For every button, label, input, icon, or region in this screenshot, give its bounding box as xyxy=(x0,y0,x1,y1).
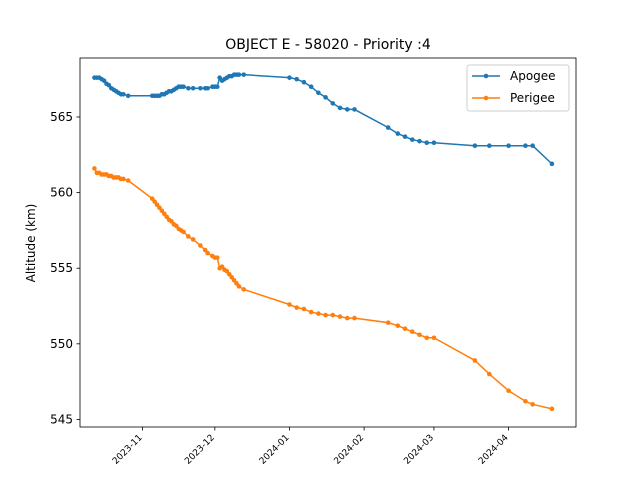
data-point xyxy=(190,85,196,91)
data-point xyxy=(241,72,247,77)
data-point xyxy=(308,84,314,90)
data-point xyxy=(472,358,478,363)
data-point xyxy=(409,137,415,142)
data-point xyxy=(287,302,292,307)
data-point xyxy=(186,234,191,239)
data-point xyxy=(236,72,242,77)
data-point xyxy=(214,255,220,260)
data-point xyxy=(205,85,210,91)
data-point xyxy=(198,243,203,248)
axes-frame xyxy=(79,57,577,428)
data-point xyxy=(241,287,247,292)
data-point xyxy=(125,178,131,183)
data-point xyxy=(487,371,492,377)
data-point xyxy=(316,311,321,316)
data-point xyxy=(417,332,422,338)
data-point xyxy=(181,229,186,235)
data-point xyxy=(549,161,555,167)
data-point xyxy=(530,402,535,407)
plot-area xyxy=(80,58,576,427)
data-point xyxy=(385,320,391,325)
data-point xyxy=(287,75,292,80)
y-tick-label: 555 xyxy=(50,261,73,275)
data-point xyxy=(294,76,300,82)
x-tick-label: 2023-11 xyxy=(111,433,145,467)
data-point xyxy=(344,107,350,112)
data-point xyxy=(337,314,343,319)
data-point xyxy=(424,335,430,341)
data-point xyxy=(323,312,328,318)
data-point xyxy=(395,323,401,328)
x-tick-label: 2024-04 xyxy=(477,433,511,467)
plot-background xyxy=(80,58,576,427)
data-point xyxy=(431,335,437,341)
data-point xyxy=(344,315,350,321)
data-point xyxy=(352,107,357,112)
data-point xyxy=(409,329,415,335)
data-point xyxy=(395,131,401,136)
legend-marker xyxy=(483,95,489,101)
series-layer xyxy=(92,72,555,412)
data-point xyxy=(337,105,343,111)
x-tick-label: 2024-01 xyxy=(258,433,292,467)
data-point xyxy=(186,85,191,91)
legend-label: Perigee xyxy=(510,91,555,105)
data-point xyxy=(523,143,528,149)
data-point xyxy=(214,84,220,90)
data-point xyxy=(125,93,131,99)
data-point xyxy=(506,388,511,394)
x-tick-label: 2023-12 xyxy=(183,433,217,467)
legend: Apogee Perigee xyxy=(466,64,570,112)
data-point xyxy=(549,406,555,412)
data-point xyxy=(431,140,437,145)
data-point xyxy=(352,315,357,321)
legend-label: Apogee xyxy=(510,69,556,83)
data-point xyxy=(308,309,314,315)
data-point xyxy=(487,143,492,149)
data-point xyxy=(506,143,511,149)
data-point xyxy=(181,84,186,90)
data-point xyxy=(330,101,336,106)
data-point xyxy=(190,237,196,242)
data-point xyxy=(301,79,307,85)
data-point xyxy=(316,90,321,96)
data-point xyxy=(301,306,307,312)
y-tick-label: 565 xyxy=(50,110,73,124)
data-point xyxy=(330,312,336,318)
data-point xyxy=(198,85,203,91)
data-point xyxy=(236,284,242,289)
data-point xyxy=(205,250,210,256)
y-tick-label: 560 xyxy=(50,186,73,200)
data-point xyxy=(402,134,408,139)
x-tick-label: 2024-02 xyxy=(333,433,367,467)
data-point xyxy=(294,305,300,310)
chart-title: OBJECT E - 58020 - Priority :4 xyxy=(225,37,431,53)
legend-item-perigee: Perigee xyxy=(472,91,555,105)
data-point xyxy=(417,138,422,144)
series-apogee xyxy=(92,72,555,167)
data-point xyxy=(121,92,126,97)
data-point xyxy=(530,143,535,149)
legend-item-apogee: Apogee xyxy=(472,69,556,83)
data-point xyxy=(121,176,126,182)
data-point xyxy=(402,326,408,332)
x-tick-label: 2024-03 xyxy=(402,433,436,467)
series-perigee xyxy=(92,166,555,412)
data-point xyxy=(424,140,430,145)
y-tick-label: 550 xyxy=(50,337,73,351)
data-point xyxy=(523,398,528,404)
y-tick-label: 545 xyxy=(50,412,73,426)
data-point xyxy=(92,166,97,171)
data-point xyxy=(385,125,391,130)
data-point xyxy=(472,143,478,149)
legend-marker xyxy=(483,73,489,79)
data-point xyxy=(323,95,328,100)
y-axis-label: Altitude (km) xyxy=(24,204,38,283)
